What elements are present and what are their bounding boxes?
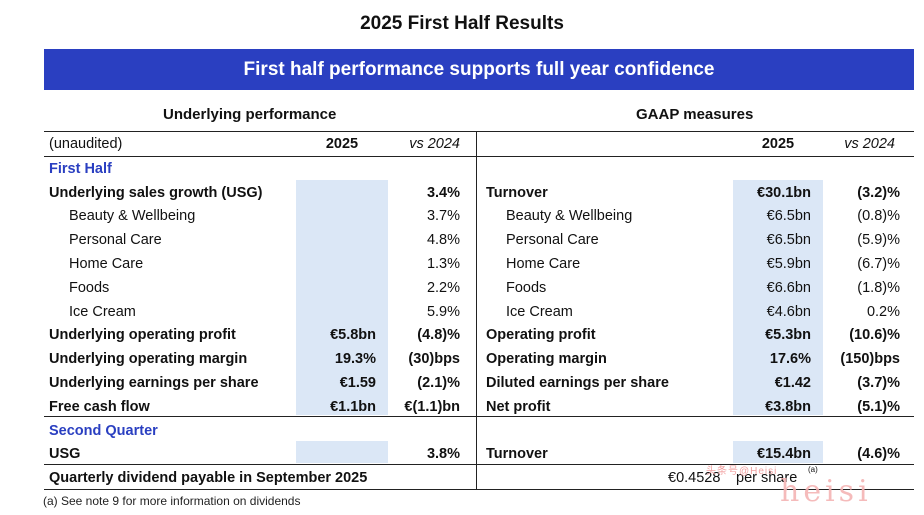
right-row-2025: €1.42: [774, 374, 811, 391]
right-row-2025: €6.5bn: [766, 232, 811, 249]
left-row-vs: 2.2%: [426, 279, 460, 296]
dividend-note-ref: (a): [808, 465, 818, 474]
q2-left-vs: 3.8%: [426, 445, 460, 462]
right-q2-highlight: [733, 441, 823, 463]
gaap-measures-title: GAAP measures: [636, 106, 754, 123]
left-row-vs: (2.1)%: [417, 374, 460, 391]
right-row-vs: (3.2)%: [857, 184, 900, 201]
right-row-vs: (10.6)%: [849, 327, 900, 344]
right-row-label: Diluted earnings per share: [486, 374, 669, 391]
dividend-unit: per share: [736, 469, 798, 486]
q2-right-2025: €15.4bn: [757, 445, 811, 462]
table-row: Personal Care 4.8% Personal Care €6.5bn (5.9…: [0, 229, 924, 252]
right-row-2025: €6.6bn: [766, 279, 811, 296]
right-header-2025: 2025: [761, 135, 795, 152]
right-row-2025: €30.1bn: [757, 184, 811, 201]
left-row-label: Underlying earnings per share: [49, 374, 259, 391]
first-half-label: First Half: [49, 160, 112, 177]
right-row-label: Net profit: [486, 398, 551, 415]
left-row-vs: 3.4%: [426, 184, 460, 201]
right-row-2025: €4.6bn: [766, 303, 811, 320]
dividend-label: Quarterly dividend payable in September …: [49, 469, 368, 486]
right-row-2025: €3.8bn: [765, 398, 811, 415]
table-row: Ice Cream 5.9% Ice Cream €4.6bn 0.2%: [0, 300, 924, 323]
right-row-2025: €6.5bn: [766, 208, 811, 225]
watermark-logo: heisi: [780, 474, 872, 509]
right-row-vs: (150)bps: [840, 351, 900, 368]
second-quarter-label: Second Quarter: [49, 422, 158, 439]
right-row-label: Foods: [506, 279, 547, 296]
right-row-2025: €5.3bn: [765, 327, 811, 344]
left-q2-highlight: [296, 441, 388, 463]
left-row-vs: 5.9%: [426, 303, 460, 320]
watermark-text: 头条号@Heisi: [706, 466, 778, 477]
right-row-label: Operating profit: [486, 327, 596, 344]
first-half-bottom-rule: [44, 416, 914, 417]
right-row-vs: 0.2%: [866, 303, 900, 320]
left-row-label: Underlying operating margin: [49, 351, 248, 368]
left-row-label: Personal Care: [69, 232, 162, 249]
left-row-vs: (4.8)%: [417, 327, 460, 344]
headline-banner: First half performance supports full yea…: [44, 49, 914, 90]
q2-right-vs: (4.6)%: [857, 445, 900, 462]
q2-right-label: Turnover: [486, 445, 548, 462]
left-row-label: Foods: [69, 279, 110, 296]
table-row: Underlying earnings per share €1.59 (2.1)%…: [0, 371, 924, 394]
left-header-vs2024: vs 2024: [409, 135, 460, 152]
table-row: Underlying sales growth (USG) 3.4% Turnove…: [0, 181, 924, 204]
left-row-label: Underlying sales growth (USG): [49, 184, 263, 201]
left-row-label: Beauty & Wellbeing: [69, 208, 196, 225]
q2-left-label: USG: [49, 445, 81, 462]
left-row-label: Free cash flow: [49, 398, 150, 415]
table-row: Underlying operating margin 19.3% (30)bps O…: [0, 348, 924, 371]
right-row-label: Beauty & Wellbeing: [506, 208, 633, 225]
underlying-performance-title: Underlying performance: [163, 106, 337, 123]
right-row-vs: (5.9)%: [857, 232, 900, 249]
left-row-label: Underlying operating profit: [49, 327, 236, 344]
dividend-value: €0.4528: [668, 469, 721, 486]
left-row-label: Ice Cream: [69, 303, 136, 320]
header-top-rule: [44, 131, 914, 132]
right-row-2025: €5.9bn: [766, 255, 811, 272]
left-header-label: (unaudited): [49, 135, 123, 152]
right-row-vs: (6.7)%: [857, 255, 900, 272]
left-row-label: Home Care: [69, 255, 144, 272]
footnote: (a) See note 9 for more information on d…: [43, 494, 301, 508]
table-row: Free cash flow €1.1bn €(1.1)bn Net profit €3…: [0, 395, 924, 418]
left-row-vs: €(1.1)bn: [404, 398, 460, 415]
right-row-2025: 17.6%: [769, 351, 811, 368]
dividend-row: Quarterly dividend payable in September …: [0, 465, 924, 489]
center-divider: [476, 131, 477, 489]
dividend-bottom-rule: [44, 489, 914, 490]
left-2025-highlight: [296, 180, 388, 415]
left-row-vs: 3.7%: [426, 208, 460, 225]
left-header-2025: 2025: [325, 135, 359, 152]
table-row: Underlying operating profit €5.8bn (4.8)% O…: [0, 324, 924, 347]
table-row: Foods 2.2% Foods €6.6bn (1.8)%: [0, 276, 924, 299]
right-2025-highlight: [733, 180, 823, 415]
right-row-label: Ice Cream: [506, 303, 573, 320]
right-row-label: Home Care: [506, 255, 581, 272]
left-row-2025: 19.3%: [334, 351, 376, 368]
right-row-vs: (3.7)%: [857, 374, 900, 391]
right-row-vs: (0.8)%: [857, 208, 900, 225]
left-row-vs: 4.8%: [426, 232, 460, 249]
left-row-vs: 1.3%: [426, 255, 460, 272]
right-row-vs: (1.8)%: [857, 279, 900, 296]
right-row-label: Operating margin: [486, 351, 607, 368]
left-row-2025: €1.59: [339, 374, 376, 391]
left-row-2025: €1.1bn: [330, 398, 376, 415]
header-bottom-rule: [44, 156, 914, 157]
right-row-label: Personal Care: [506, 232, 599, 249]
page-title: 2025 First Half Results: [360, 13, 564, 34]
q2-row: USG 3.8% Turnover €15.4bn (4.6)%: [0, 442, 924, 465]
left-row-vs: (30)bps: [408, 351, 460, 368]
table-row: Beauty & Wellbeing 3.7% Beauty & Wellbeing…: [0, 205, 924, 228]
q2-bottom-rule: [44, 464, 914, 465]
right-header-vs2024: vs 2024: [844, 135, 895, 152]
left-row-2025: €5.8bn: [330, 327, 376, 344]
right-row-vs: (5.1)%: [857, 398, 900, 415]
right-row-label: Turnover: [486, 184, 548, 201]
table-row: Home Care 1.3% Home Care €5.9bn (6.7)%: [0, 252, 924, 275]
